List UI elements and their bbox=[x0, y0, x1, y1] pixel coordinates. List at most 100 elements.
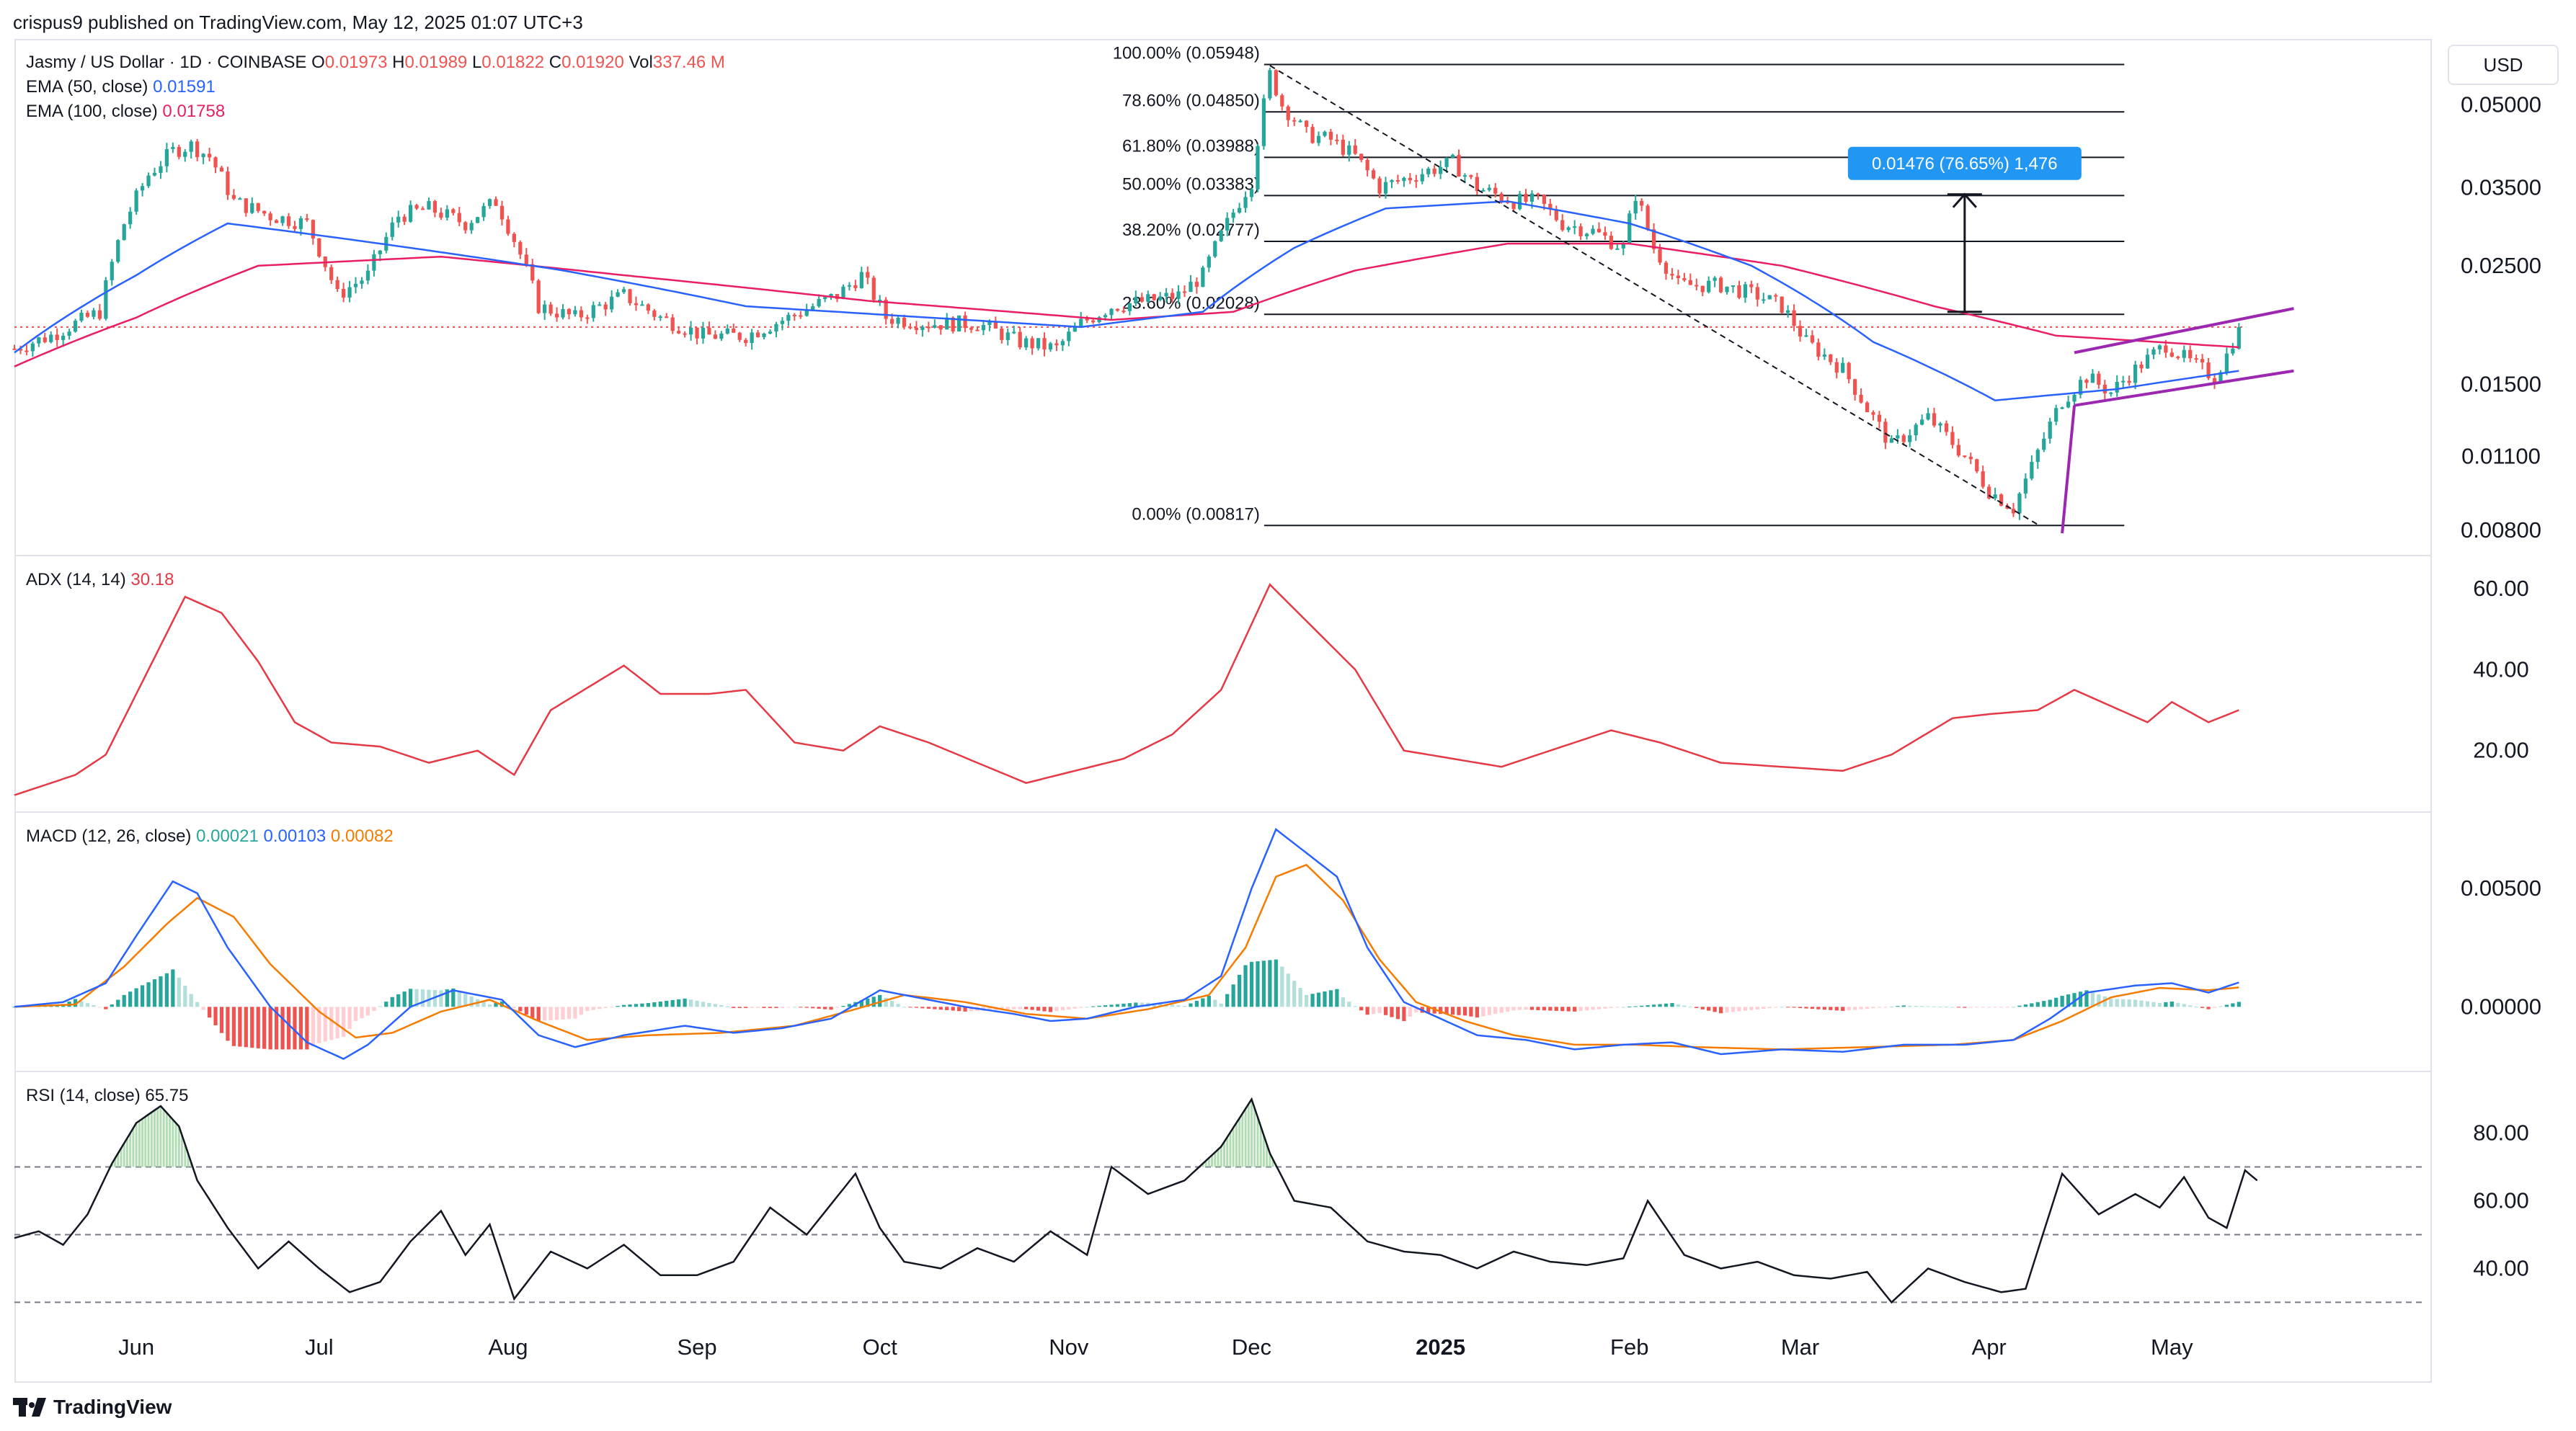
price-axis-label: 0.05000 bbox=[2461, 92, 2541, 117]
macd-histogram-bar bbox=[1457, 1007, 1461, 1015]
macd-histogram-bar bbox=[122, 994, 126, 1007]
wedge-lower-line bbox=[2074, 369, 2294, 407]
candle-body bbox=[463, 222, 468, 231]
candle-body bbox=[134, 190, 138, 212]
macd-histogram-bar bbox=[1323, 991, 1327, 1007]
macd-histogram-bar bbox=[579, 1007, 584, 1015]
candle-body bbox=[1079, 318, 1083, 327]
macd-histogram-bar bbox=[1140, 1002, 1144, 1007]
macd-histogram-bar bbox=[1755, 1007, 1759, 1009]
candle-body bbox=[524, 254, 528, 264]
candle-body bbox=[2121, 380, 2126, 383]
macd-histogram-bar bbox=[603, 1007, 608, 1008]
candle-body bbox=[79, 313, 84, 321]
ema50-line bbox=[14, 200, 2239, 401]
candle-body bbox=[1109, 308, 1114, 316]
candle-body bbox=[1901, 435, 1906, 442]
macd-histogram-bar bbox=[889, 1001, 894, 1007]
candle-body bbox=[707, 327, 711, 335]
candle-body bbox=[1670, 273, 1674, 276]
candle-body bbox=[1621, 244, 1625, 249]
candle-body bbox=[567, 308, 572, 315]
candle-body bbox=[951, 317, 955, 331]
measure-badge-label: 0.01476 (76.65%) 1,476 bbox=[1872, 154, 2058, 174]
macd-histogram-bar bbox=[1298, 988, 1302, 1007]
candle-body bbox=[390, 222, 394, 237]
candle-body bbox=[1651, 229, 1656, 249]
macd-pane: 0.00500 0.00000 MACD (12, 26, close) 0.000… bbox=[12, 826, 2541, 1061]
macd-histogram-bar bbox=[1048, 1007, 1053, 1012]
wedge-upper-line bbox=[2074, 307, 2294, 355]
candle-body bbox=[744, 339, 748, 344]
candle-body bbox=[2042, 438, 2046, 450]
candle-body bbox=[1737, 285, 1741, 298]
macd-histogram-bar bbox=[2066, 994, 2071, 1007]
macd-histogram-bar bbox=[822, 1007, 827, 1009]
candle-body bbox=[378, 250, 382, 254]
candle-body bbox=[110, 262, 114, 280]
candle-body bbox=[37, 337, 41, 344]
candles bbox=[12, 67, 2241, 520]
candle-body bbox=[1615, 248, 1620, 250]
candle-body bbox=[1298, 120, 1302, 122]
candle-body bbox=[2151, 349, 2156, 355]
macd-histogram-bar bbox=[1548, 1007, 1553, 1011]
macd-histogram-bar bbox=[512, 1007, 516, 1008]
macd-histogram-bar bbox=[938, 1007, 943, 1010]
tradingview-footer: TradingView bbox=[13, 1389, 172, 1425]
macd-histogram-bar bbox=[2200, 1007, 2205, 1008]
candle-body bbox=[1591, 228, 1595, 234]
macd-histogram-bar bbox=[2030, 1003, 2034, 1007]
measure-arrow-head-icon bbox=[1952, 192, 1977, 208]
candle-body bbox=[2017, 493, 2022, 514]
candle-body bbox=[1390, 180, 1394, 182]
macd-histogram-bar bbox=[665, 1000, 669, 1007]
candle-body bbox=[1908, 435, 1912, 442]
candle-body bbox=[2182, 349, 2186, 358]
macd-histogram-bar bbox=[323, 1007, 327, 1042]
candle-body bbox=[811, 306, 815, 310]
macd-histogram-bar bbox=[2139, 1000, 2144, 1007]
candle-body bbox=[543, 304, 547, 313]
macd-histogram-bar bbox=[262, 1007, 267, 1049]
candle-body bbox=[530, 264, 535, 281]
candle-body bbox=[1256, 146, 1260, 190]
candle-body bbox=[116, 240, 120, 262]
candle-body bbox=[719, 333, 724, 339]
candle-body bbox=[1859, 394, 1863, 403]
candle-body bbox=[1286, 106, 1290, 120]
macd-histogram-bar bbox=[616, 1006, 620, 1007]
macd-histogram-bar bbox=[780, 1007, 785, 1008]
candle-body bbox=[1201, 267, 1205, 287]
candle-body bbox=[616, 292, 620, 297]
candle-body bbox=[311, 220, 315, 239]
macd-histogram-bar bbox=[817, 1007, 821, 1009]
macd-histogram-bar bbox=[1554, 1007, 1558, 1011]
candle-body bbox=[933, 325, 937, 328]
macd-histogram-bar bbox=[652, 1002, 657, 1007]
macd-histogram-bar bbox=[1109, 1004, 1114, 1007]
time-axis-label: Sep bbox=[677, 1334, 716, 1360]
candle-body bbox=[1000, 329, 1004, 340]
candle-body bbox=[1529, 193, 1535, 202]
candle-body bbox=[871, 277, 876, 300]
currency-button[interactable]: USD bbox=[2448, 45, 2559, 85]
candle-body bbox=[2237, 326, 2241, 349]
tradingview-logo-icon bbox=[13, 1398, 46, 1417]
candle-body bbox=[1207, 257, 1211, 268]
candle-body bbox=[128, 211, 133, 225]
candle-body bbox=[1469, 175, 1473, 177]
candle-body bbox=[1353, 145, 1357, 154]
candle-body bbox=[2115, 382, 2119, 393]
macd-histogram-bar bbox=[238, 1007, 242, 1047]
time-axis-label: Dec bbox=[1232, 1334, 1271, 1360]
candle-body bbox=[396, 216, 401, 223]
candle-body bbox=[2194, 358, 2198, 360]
candle-body bbox=[335, 280, 339, 290]
candle-body bbox=[195, 141, 200, 158]
macd-histogram-bar bbox=[896, 1004, 900, 1007]
candle-body bbox=[896, 318, 900, 324]
price-legend: Jasmy / US Dollar · 1D · COINBASE O0.019… bbox=[26, 53, 725, 121]
macd-histogram-bar bbox=[1249, 961, 1254, 1007]
